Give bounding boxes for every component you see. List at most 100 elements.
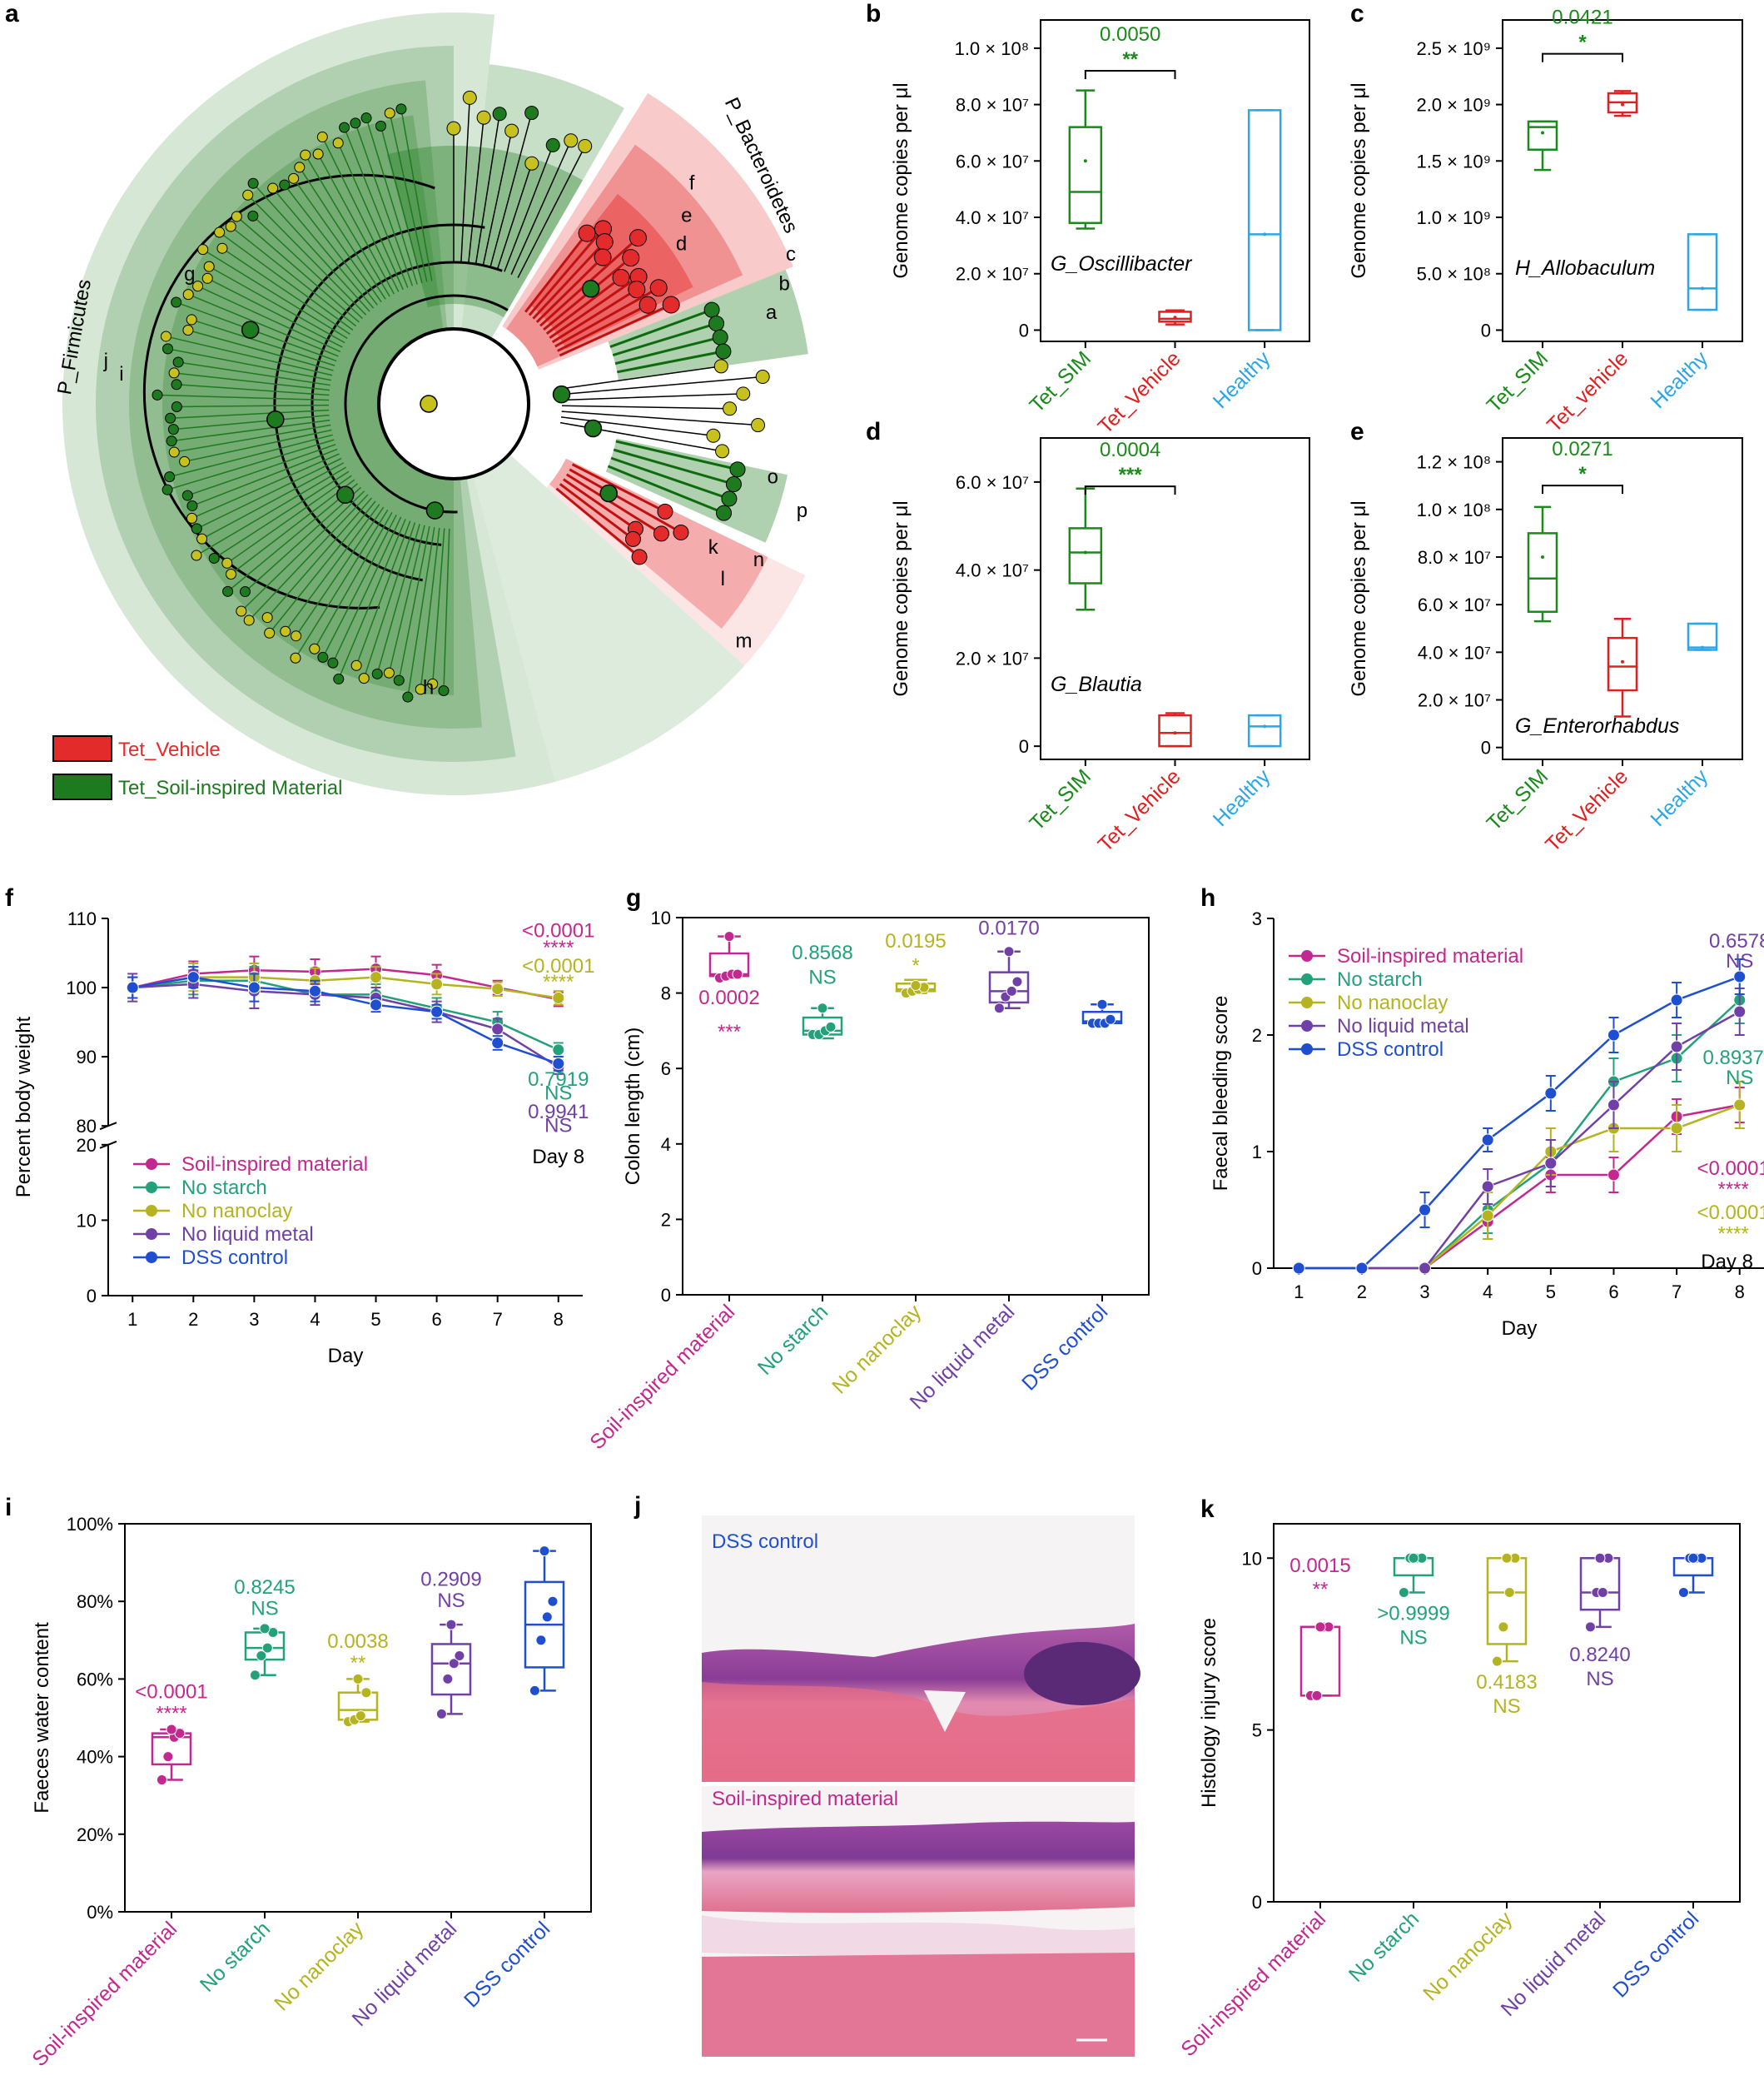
- cladogram-node: [164, 471, 176, 483]
- y-tick-label: 80%: [77, 1591, 113, 1612]
- clade-label: l: [721, 568, 725, 590]
- legend-label: No nanoclay: [181, 1200, 292, 1222]
- data-point: [1398, 1587, 1409, 1599]
- cladogram-branch-green: [607, 465, 725, 515]
- cladogram-node: [309, 643, 321, 654]
- significance-stars: *: [1578, 32, 1587, 54]
- clade-label: d: [676, 232, 687, 255]
- box-iqr: [1299, 1625, 1341, 1697]
- cladogram-legend: Tet_Vehicle Tet_Soil-inspired Material: [52, 735, 342, 800]
- clade-highlight-lower: [473, 454, 745, 782]
- cladogram-branch: [284, 184, 378, 306]
- clade-label: i: [119, 363, 123, 386]
- cladogram-branch: [332, 516, 402, 664]
- data-point: [825, 1021, 837, 1033]
- y-tick-label: 6.0 × 10⁷: [1418, 595, 1491, 615]
- cladogram-inner-node: [581, 280, 600, 298]
- clade-highlight-po: [605, 438, 788, 543]
- cladogram-branch: [184, 429, 332, 463]
- x-category-label: No starch: [753, 1300, 832, 1379]
- cladogram-node: [162, 343, 174, 355]
- y-tick-label: 0: [87, 1286, 97, 1306]
- y-tick-label: 2.0 × 10⁹: [1416, 95, 1491, 116]
- y-tick-label: 2.0 × 10⁷: [1418, 690, 1491, 711]
- x-category-label: Tet_Vehicle: [1541, 764, 1632, 856]
- cladogram-inner-node: [599, 484, 618, 503]
- y-axis-label: Percent body weight: [12, 1016, 35, 1197]
- box-mean-marker: [1083, 159, 1087, 163]
- x-category-label: Healthy: [1209, 764, 1275, 831]
- cladogram-branch: [157, 394, 330, 401]
- data-point: [539, 1545, 550, 1557]
- cladogram-node: [166, 435, 177, 447]
- cladogram-node-red: [649, 279, 668, 297]
- x-category-label: No nanoclay: [827, 1300, 926, 1398]
- data-point: [541, 1611, 553, 1623]
- clade-label: j: [103, 350, 108, 372]
- cladogram-node-red: [624, 530, 641, 547]
- data-point: [435, 1708, 447, 1719]
- panel-k: k 0 5 10 Histology injury score Soil-inspired…: [1176, 1495, 1741, 2061]
- y-tick-label: 40%: [77, 1747, 113, 1768]
- data-point: [355, 1710, 366, 1722]
- x-category-label: Tet_SIM: [1025, 346, 1096, 417]
- clade-highlight-nk-outer: [546, 458, 806, 666]
- x-tick-label: 5: [1546, 1281, 1556, 1302]
- cladogram-branch: [400, 108, 433, 281]
- data-point: [993, 1003, 1005, 1014]
- cladogram-node-red: [657, 503, 673, 520]
- taxon-label: G_Blautia: [1051, 673, 1142, 696]
- cladogram-node: [476, 110, 491, 125]
- cladogram-node: [167, 424, 179, 435]
- cladogram-branch-green: [610, 456, 730, 500]
- cladogram-node: [168, 367, 180, 379]
- cladogram-node: [327, 657, 339, 669]
- series-point: [1544, 1157, 1558, 1170]
- cladogram-branch: [560, 366, 722, 390]
- cladogram-node: [152, 389, 163, 401]
- cladogram-branch: [365, 117, 418, 285]
- cladogram-branch-green: [617, 350, 724, 374]
- cladogram-branch: [191, 448, 338, 507]
- annotation-text: 0.0015: [1289, 1555, 1350, 1577]
- cladogram-branch: [510, 140, 572, 276]
- y-tick-label: 2.5 × 10⁹: [1416, 38, 1491, 59]
- panel-g: g 0 2 4 6 8 10 Colon length (cm) Soil-inspired m…: [585, 884, 1150, 1454]
- x-category-label: Tet_vehicle: [1543, 346, 1632, 436]
- cladogram-branch: [443, 528, 450, 691]
- x-category-label: Soil-inspired material: [27, 1917, 181, 2071]
- x-tick-label: 6: [1608, 1281, 1618, 1302]
- cladogram-branch: [295, 506, 385, 637]
- cladogram-node: [350, 117, 361, 129]
- cladogram-node-green: [703, 301, 720, 318]
- series-point: [1733, 970, 1747, 983]
- series-point: [430, 1005, 444, 1018]
- cladogram-node: [239, 586, 251, 598]
- cladogram-node: [350, 659, 362, 671]
- box-mean-marker: [1173, 731, 1177, 735]
- annotation-text: Day 8: [532, 1146, 584, 1168]
- y-tick-label: 1.0 × 10⁸: [1417, 500, 1491, 520]
- cladogram-branch: [187, 329, 334, 371]
- series-point: [1355, 1261, 1369, 1275]
- data-point: [1498, 1621, 1509, 1633]
- cladogram-node: [201, 272, 213, 284]
- legend-label: DSS control: [1337, 1038, 1443, 1061]
- x-tick-label: 1: [1294, 1281, 1304, 1302]
- series-point: [1292, 1261, 1305, 1275]
- cladogram-trunk-arc: [273, 223, 485, 582]
- box-mean-marker: [1173, 316, 1177, 320]
- series-point: [1733, 1098, 1747, 1112]
- cladogram-node: [291, 630, 302, 642]
- series-line: [132, 976, 559, 1065]
- cladogram-branch: [166, 336, 333, 376]
- panel-label-c: c: [1350, 0, 1364, 27]
- cladogram-branch: [213, 470, 350, 560]
- annotation-text: ****: [1717, 1178, 1748, 1201]
- y-tick-label: 2.0 × 10⁷: [956, 264, 1029, 285]
- cladogram-branch-green: [609, 308, 713, 349]
- annotation-text: >0.9999: [1377, 1603, 1449, 1625]
- clade-label: f: [689, 172, 695, 194]
- cladogram-node: [216, 242, 228, 254]
- panel-f: f 80 90 100 110 0 10 20 1 2 3 4 5 6 7 8 Day Percent body …: [5, 884, 594, 1367]
